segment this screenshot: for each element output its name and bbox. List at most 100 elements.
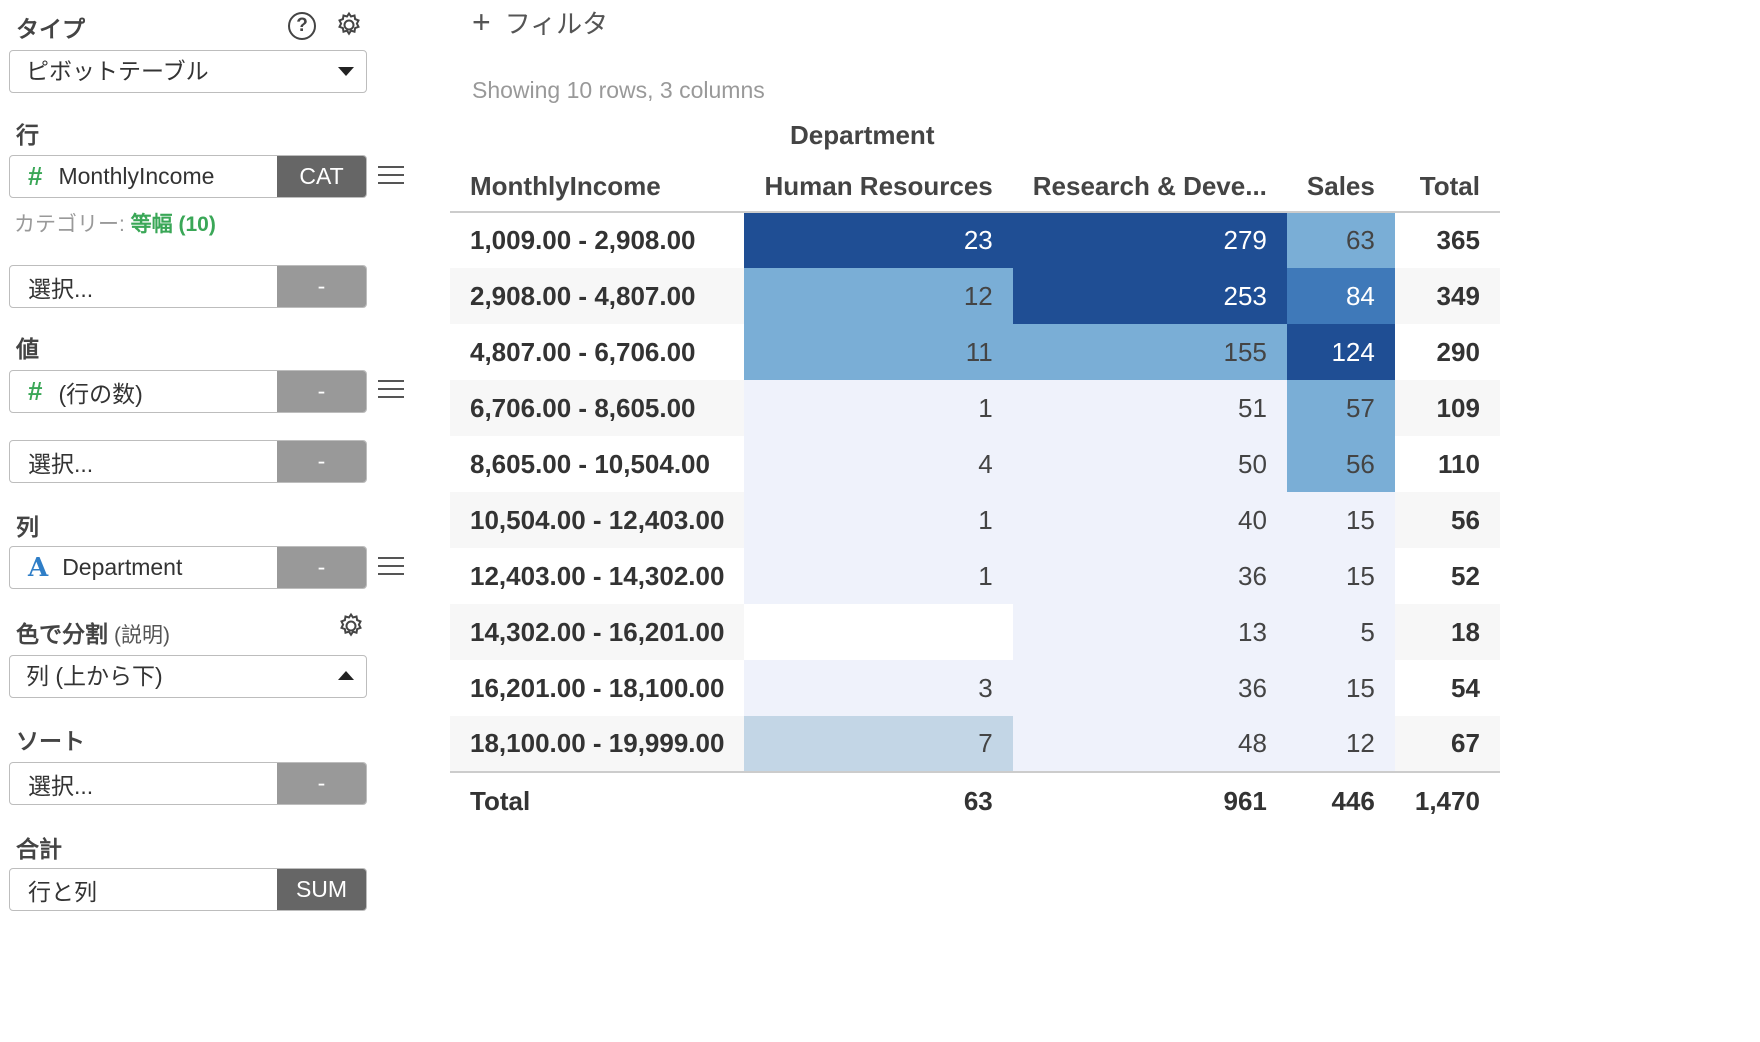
table-row: 1,009.00 - 2,908.00 23 279 63 365 — [450, 212, 1500, 268]
rows-menu-icon[interactable] — [378, 164, 404, 186]
columns-menu-icon[interactable] — [378, 555, 404, 577]
values-label: 値 — [16, 336, 39, 362]
cell-total: 110 — [1394, 436, 1500, 492]
column-header-hr[interactable]: Human Resources — [764, 171, 993, 201]
cell-sales: 56 — [1286, 436, 1395, 492]
color-split-value: 列 (上から下) — [26, 663, 163, 689]
cell-rd: 51 — [1012, 380, 1287, 436]
columns-label: 列 — [16, 514, 39, 540]
chevron-down-icon — [338, 67, 354, 76]
total-label: 合計 — [16, 836, 62, 862]
help-icon[interactable]: ? — [288, 12, 316, 40]
total-rd: 961 — [1223, 786, 1267, 816]
rows-add-placeholder: 選択... — [28, 275, 94, 302]
cell-hr: 23 — [744, 212, 1013, 268]
settings-panel: タイプ ? ピボットテーブル 行 # MonthlyIncome CAT カテゴリ… — [0, 0, 420, 1042]
cell-hr: 1 — [744, 492, 1013, 548]
total-row-label: Total — [470, 786, 531, 816]
columns-field[interactable]: A Department - — [9, 546, 367, 589]
cell-total: 18 — [1394, 604, 1500, 660]
text-type-icon: A — [28, 552, 49, 583]
cell-sales: 84 — [1286, 268, 1395, 324]
cell-rd: 279 — [1012, 212, 1287, 268]
columns-tag-button[interactable]: - — [277, 547, 366, 588]
rows-add-field[interactable]: 選択... - — [9, 265, 367, 308]
cell-sales: 5 — [1286, 604, 1395, 660]
rows-label: 行 — [16, 122, 39, 148]
total-row: Total 63 961 446 1,470 — [450, 772, 1500, 830]
header-row: MonthlyIncome Human Resources Research &… — [450, 162, 1500, 212]
values-add-placeholder: 選択... — [28, 450, 94, 477]
color-label-text: 色で分割 — [16, 621, 108, 647]
cell-sales: 15 — [1286, 492, 1395, 548]
row-label: 16,201.00 - 18,100.00 — [450, 660, 745, 716]
category-note: カテゴリー: 等幅 (10) — [14, 208, 216, 238]
table-row: 6,706.00 - 8,605.00 1 51 57 109 — [450, 380, 1500, 436]
category-note-value[interactable]: 等幅 (10) — [130, 213, 216, 236]
column-header-rd[interactable]: Research & Deve... — [1032, 171, 1267, 201]
cell-rd: 36 — [1012, 660, 1287, 716]
column-header-total[interactable]: Total — [1419, 171, 1480, 201]
color-label: 色で分割 (説明) — [16, 615, 170, 649]
pivot-grid: MonthlyIncome Human Resources Research &… — [450, 162, 1500, 830]
row-label: 14,302.00 - 16,201.00 — [450, 604, 745, 660]
cell-hr: 11 — [744, 324, 1013, 380]
values-add-field[interactable]: 選択... - — [9, 440, 367, 483]
table-row: 8,605.00 - 10,504.00 4 50 56 110 — [450, 436, 1500, 492]
values-add-tag[interactable]: - — [277, 441, 366, 482]
values-field-name: (行の数) — [58, 380, 143, 407]
cell-hr: 4 — [744, 436, 1013, 492]
cell-hr: 3 — [744, 660, 1013, 716]
columns-field-name: Department — [62, 554, 183, 580]
cell-total: 54 — [1394, 660, 1500, 716]
numeric-type-icon: # — [28, 161, 43, 191]
cell-total: 349 — [1394, 268, 1500, 324]
rows-add-tag[interactable]: - — [277, 266, 366, 307]
cell-total: 109 — [1394, 380, 1500, 436]
cell-rd: 253 — [1012, 268, 1287, 324]
cell-sales: 63 — [1286, 212, 1395, 268]
cell-total: 365 — [1394, 212, 1500, 268]
cell-rd: 40 — [1012, 492, 1287, 548]
sort-tag[interactable]: - — [277, 763, 366, 804]
cell-sales: 15 — [1286, 548, 1395, 604]
plus-icon: + — [472, 4, 491, 40]
filter-label: フィルタ — [504, 9, 609, 39]
cell-total: 290 — [1394, 324, 1500, 380]
cell-total: 56 — [1394, 492, 1500, 548]
chevron-up-icon — [338, 671, 354, 680]
cell-rd: 36 — [1012, 548, 1287, 604]
row-field-header[interactable]: MonthlyIncome — [470, 171, 661, 201]
total-hr: 63 — [963, 786, 993, 816]
cell-hr: 7 — [744, 716, 1013, 772]
add-filter-button[interactable]: + フィルタ — [472, 4, 608, 41]
values-menu-icon[interactable] — [378, 378, 404, 400]
table-row: 2,908.00 - 4,807.00 12 253 84 349 — [450, 268, 1500, 324]
row-label: 1,009.00 - 2,908.00 — [450, 212, 745, 268]
values-field[interactable]: # (行の数) - — [9, 370, 367, 413]
color-help-link[interactable]: (説明) — [114, 624, 170, 647]
chart-type-select[interactable]: ピボットテーブル — [9, 50, 367, 93]
cell-sales: 15 — [1286, 660, 1395, 716]
table-row: 10,504.00 - 12,403.00 1 40 15 56 — [450, 492, 1500, 548]
gear-icon[interactable] — [337, 612, 365, 640]
cell-hr: 1 — [744, 380, 1013, 436]
column-header-sales[interactable]: Sales — [1306, 171, 1375, 201]
rows-category-button[interactable]: CAT — [277, 156, 366, 197]
type-label: タイプ — [16, 16, 85, 42]
cell-rd: 13 — [1012, 604, 1287, 660]
category-note-prefix: カテゴリー: — [14, 213, 131, 236]
total-field[interactable]: 行と列 SUM — [9, 868, 367, 911]
color-split-select[interactable]: 列 (上から下) — [9, 655, 367, 698]
total-sum-button[interactable]: SUM — [277, 869, 366, 910]
gear-icon[interactable] — [335, 11, 363, 39]
cell-hr: 12 — [744, 268, 1013, 324]
rows-field-name: MonthlyIncome — [58, 163, 215, 189]
rows-field[interactable]: # MonthlyIncome CAT — [9, 155, 367, 198]
cell-hr: 1 — [744, 548, 1013, 604]
column-group-header: Department — [790, 120, 935, 150]
cell-total: 52 — [1394, 548, 1500, 604]
sort-field[interactable]: 選択... - — [9, 762, 367, 805]
values-agg-button[interactable]: - — [277, 371, 366, 412]
numeric-type-icon: # — [28, 376, 43, 406]
